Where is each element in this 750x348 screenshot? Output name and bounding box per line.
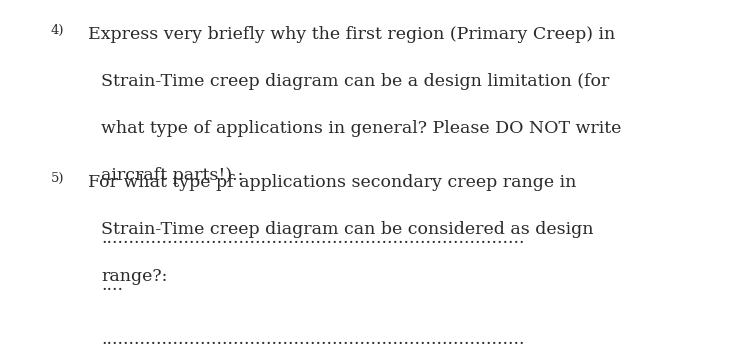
Text: ....: .... [101, 277, 123, 294]
Text: Strain-Time creep diagram can be considered as design: Strain-Time creep diagram can be conside… [101, 221, 594, 238]
Text: Strain-Time creep diagram can be a design limitation (for: Strain-Time creep diagram can be a desig… [101, 73, 610, 90]
Text: .............................................................................: ........................................… [101, 230, 525, 247]
Text: aircraft parts!).:: aircraft parts!).: [101, 167, 244, 184]
Text: Express very briefly why the first region (Primary Creep) in: Express very briefly why the first regio… [88, 26, 616, 43]
Text: what type of applications in general? Please DO NOT write: what type of applications in general? Pl… [101, 120, 622, 137]
Text: 4): 4) [51, 24, 64, 37]
Text: .............................................................................: ........................................… [101, 331, 525, 348]
Text: 5): 5) [51, 172, 64, 185]
Text: range?:: range?: [101, 268, 168, 285]
Text: For what type pf applications secondary creep range in: For what type pf applications secondary … [88, 174, 577, 191]
